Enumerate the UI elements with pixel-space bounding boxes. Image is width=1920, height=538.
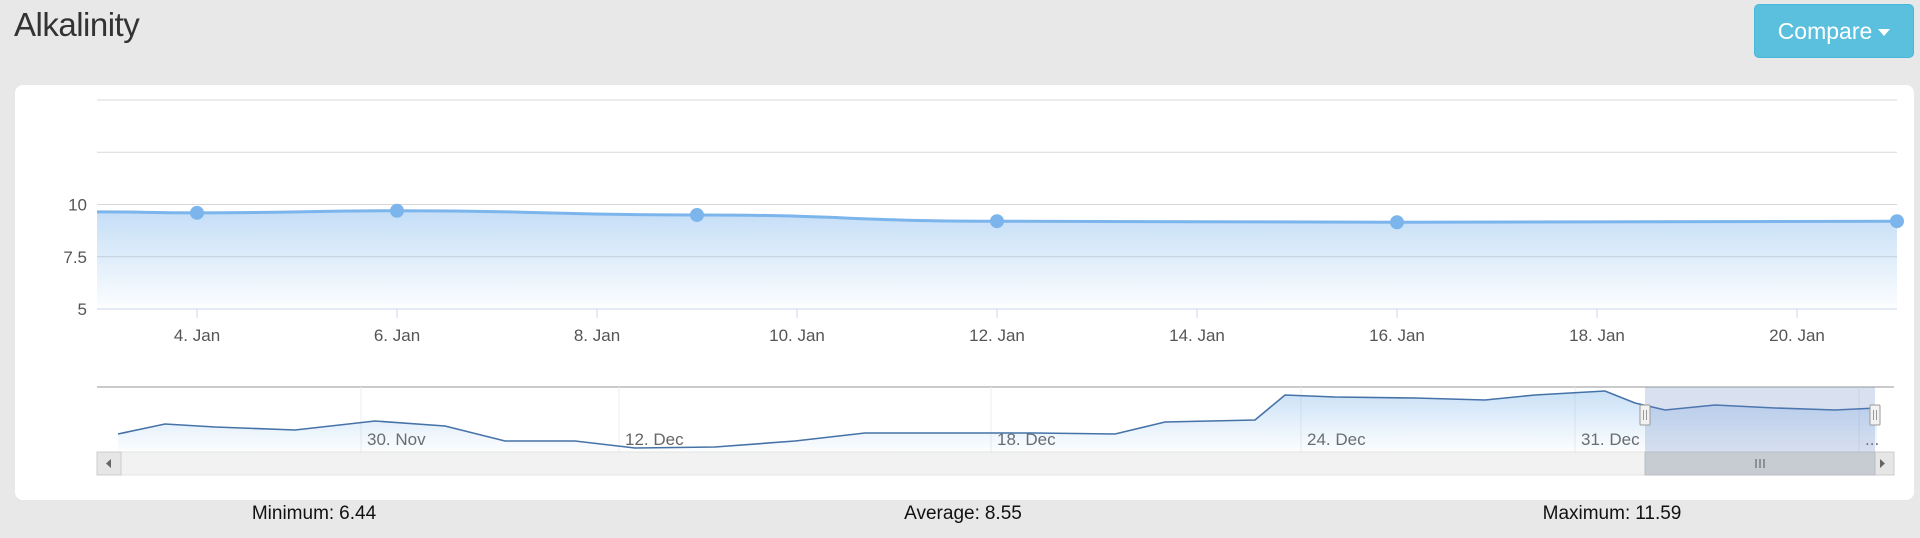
x-tick-label: 10. Jan bbox=[769, 326, 825, 345]
x-tick-label: 12. Jan bbox=[969, 326, 1025, 345]
x-tick-label: 16. Jan bbox=[1369, 326, 1425, 345]
navigator-handle[interactable] bbox=[1869, 404, 1881, 426]
x-tick-label: 8. Jan bbox=[574, 326, 620, 345]
caret-down-icon bbox=[1878, 29, 1891, 36]
data-point bbox=[1890, 214, 1904, 229]
alkalinity-chart: 5 7.5 10 4. Jan 6. Jan 8. Jan 10. Jan 12. Jan 14… bbox=[63, 99, 1904, 476]
stat-average-value: 8.55 bbox=[984, 503, 1022, 524]
stat-minimum-value: 6.44 bbox=[339, 503, 377, 524]
stat-average: Average: 8.55 bbox=[904, 503, 1022, 525]
stat-maximum-label: Maximum: bbox=[1542, 503, 1631, 524]
stats-bar: Minimum: 6.44 Average: 8.55 Maximum: 11.59 bbox=[0, 503, 1920, 533]
compare-button-label: Compare bbox=[1777, 17, 1873, 44]
chart-card: 5 7.5 10 4. Jan 6. Jan 8. Jan 10. Jan 12. Jan 14… bbox=[15, 85, 1914, 500]
navigator-area bbox=[118, 391, 1877, 452]
x-tick-label: 4. Jan bbox=[174, 326, 220, 345]
x-tick-label: 18. Jan bbox=[1569, 326, 1625, 345]
stat-maximum: Maximum: 11.59 bbox=[1543, 503, 1682, 525]
stat-minimum: Minimum: 6.44 bbox=[252, 503, 376, 525]
data-point bbox=[390, 203, 404, 218]
y-tick-label: 7.5 bbox=[63, 248, 87, 267]
series-area bbox=[97, 210, 1897, 309]
navigator-handle[interactable] bbox=[1639, 404, 1651, 426]
arrow-left-icon bbox=[106, 459, 111, 468]
y-tick-label: 10 bbox=[68, 196, 87, 215]
x-tick-label: 14. Jan bbox=[1169, 326, 1225, 345]
navigator-selection bbox=[1645, 387, 1875, 452]
page-title: Alkalinity bbox=[14, 6, 140, 43]
data-point bbox=[1390, 215, 1404, 230]
data-point bbox=[690, 207, 704, 222]
compare-button[interactable]: Compare bbox=[1754, 4, 1914, 58]
navigator-tick-label: 12. Dec bbox=[625, 430, 684, 449]
y-tick-label: 5 bbox=[78, 300, 87, 319]
data-point bbox=[190, 205, 204, 220]
series-line bbox=[96, 209, 1898, 224]
x-tick-label: 20. Jan bbox=[1769, 326, 1825, 345]
scrollbar-track[interactable] bbox=[96, 451, 1895, 476]
stat-average-label: Average: bbox=[904, 503, 980, 524]
stat-maximum-value: 11.59 bbox=[1635, 503, 1682, 524]
data-point bbox=[990, 214, 1004, 229]
x-tick-label: 6. Jan bbox=[374, 326, 420, 345]
arrow-right-icon bbox=[1880, 459, 1885, 468]
stat-minimum-label: Minimum: bbox=[251, 503, 335, 524]
